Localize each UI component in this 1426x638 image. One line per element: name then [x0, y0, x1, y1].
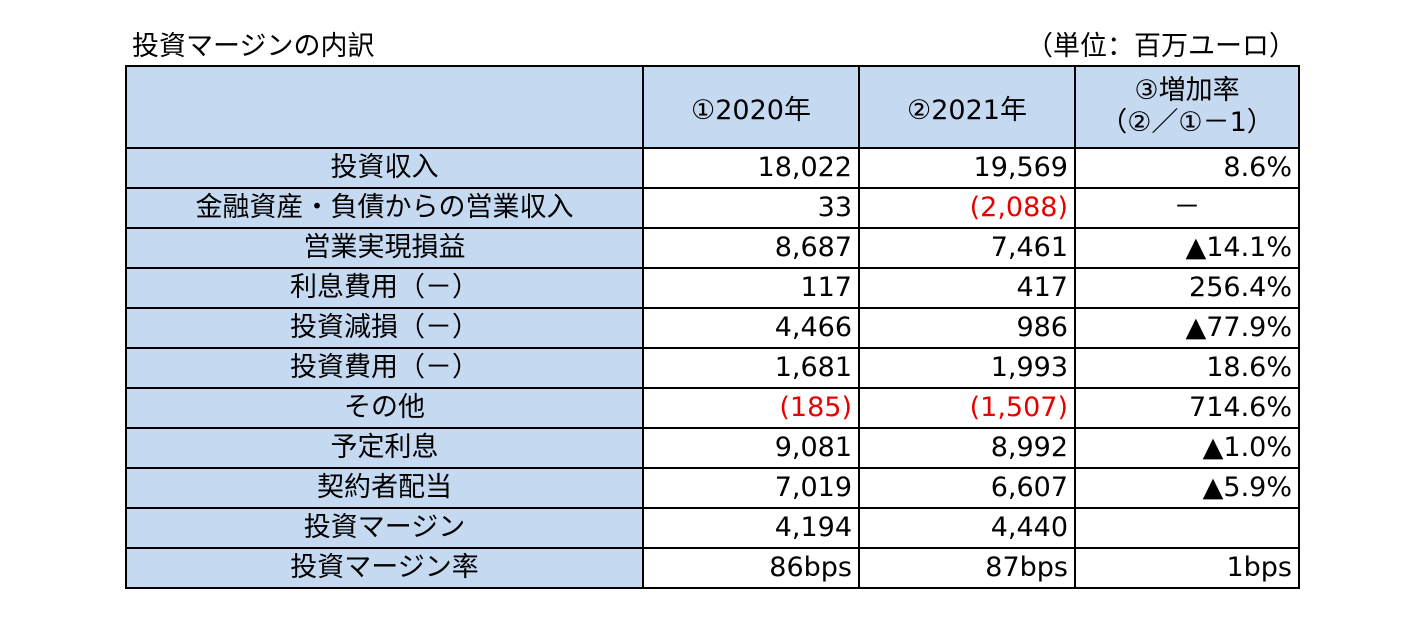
value-2020: 86bps [642, 547, 860, 589]
value-2021: 8,992 [858, 427, 1076, 469]
table-row: 投資マージン 4,194 4,440 [125, 507, 1300, 549]
investment-margin-table: ①2020年 ②2021年 ③増加率 （②／①－1） 投資収入 18,022 1… [125, 65, 1300, 589]
growth-rate: ▲14.1% [1074, 227, 1300, 269]
row-label: 金融資産・負債からの営業収入 [125, 187, 644, 229]
value-2021: 6,607 [858, 467, 1076, 509]
row-label: 投資費用（－） [125, 347, 644, 389]
value-2020: 33 [642, 187, 860, 229]
value-2020: 9,081 [642, 427, 860, 469]
table-row: 投資減損（－） 4,466 986 ▲77.9% [125, 307, 1300, 349]
table-row: その他 (185) (1,507) 714.6% [125, 387, 1300, 429]
growth-rate [1074, 507, 1300, 549]
table-row: 予定利息 9,081 8,992 ▲1.0% [125, 427, 1300, 469]
growth-rate: ▲77.9% [1074, 307, 1300, 349]
value-2021: 4,440 [858, 507, 1076, 549]
table-row: 投資マージン率 86bps 87bps 1bps [125, 547, 1300, 589]
growth-rate: ▲1.0% [1074, 427, 1300, 469]
header-2020: ①2020年 [642, 65, 860, 149]
row-label: 投資減損（－） [125, 307, 644, 349]
row-label: その他 [125, 387, 644, 429]
value-2021: 7,461 [858, 227, 1076, 269]
value-2020: 7,019 [642, 467, 860, 509]
growth-rate: ▲5.9% [1074, 467, 1300, 509]
growth-rate: － [1074, 187, 1300, 229]
growth-rate: 714.6% [1074, 387, 1300, 429]
row-label: 投資マージン率 [125, 547, 644, 589]
header-2021: ②2021年 [858, 65, 1076, 149]
table-row: 契約者配当 7,019 6,607 ▲5.9% [125, 467, 1300, 509]
header-growth-rate: ③増加率 （②／①－1） [1074, 65, 1300, 149]
table-row: 投資収入 18,022 19,569 8.6% [125, 147, 1300, 189]
table-row: 利息費用（－） 117 417 256.4% [125, 267, 1300, 309]
growth-rate: 256.4% [1074, 267, 1300, 309]
header-blank [125, 65, 644, 149]
growth-rate: 1bps [1074, 547, 1300, 589]
value-2020: 4,466 [642, 307, 860, 349]
header-growth-rate-formula: （②／①－1） [1100, 107, 1274, 138]
value-2020: 8,687 [642, 227, 860, 269]
value-2021: 986 [858, 307, 1076, 349]
value-2021: 1,993 [858, 347, 1076, 389]
table-row: 金融資産・負債からの営業収入 33 (2,088) － [125, 187, 1300, 229]
value-2020: 18,022 [642, 147, 860, 189]
value-2021: 19,569 [858, 147, 1076, 189]
row-label: 契約者配当 [125, 467, 644, 509]
row-label: 利息費用（－） [125, 267, 644, 309]
growth-rate: 18.6% [1074, 347, 1300, 389]
table-row: 営業実現損益 8,687 7,461 ▲14.1% [125, 227, 1300, 269]
row-label: 営業実現損益 [125, 227, 644, 269]
table-title: 投資マージンの内訳 [132, 31, 375, 62]
unit-note: （単位：百万ユーロ） [1026, 31, 1296, 62]
growth-rate: 8.6% [1074, 147, 1300, 189]
value-2020: 117 [642, 267, 860, 309]
value-2021: 87bps [858, 547, 1076, 589]
header-growth-rate-title: ③増加率 [1134, 75, 1240, 106]
row-label: 投資マージン [125, 507, 644, 549]
value-2021: 417 [858, 267, 1076, 309]
value-2021: (2,088) [858, 187, 1076, 229]
row-label: 投資収入 [125, 147, 644, 189]
value-2021: (1,507) [858, 387, 1076, 429]
row-label: 予定利息 [125, 427, 644, 469]
header-row: ①2020年 ②2021年 ③増加率 （②／①－1） [125, 65, 1300, 149]
value-2020: 4,194 [642, 507, 860, 549]
table-row: 投資費用（－） 1,681 1,993 18.6% [125, 347, 1300, 389]
value-2020: (185) [642, 387, 860, 429]
value-2020: 1,681 [642, 347, 860, 389]
